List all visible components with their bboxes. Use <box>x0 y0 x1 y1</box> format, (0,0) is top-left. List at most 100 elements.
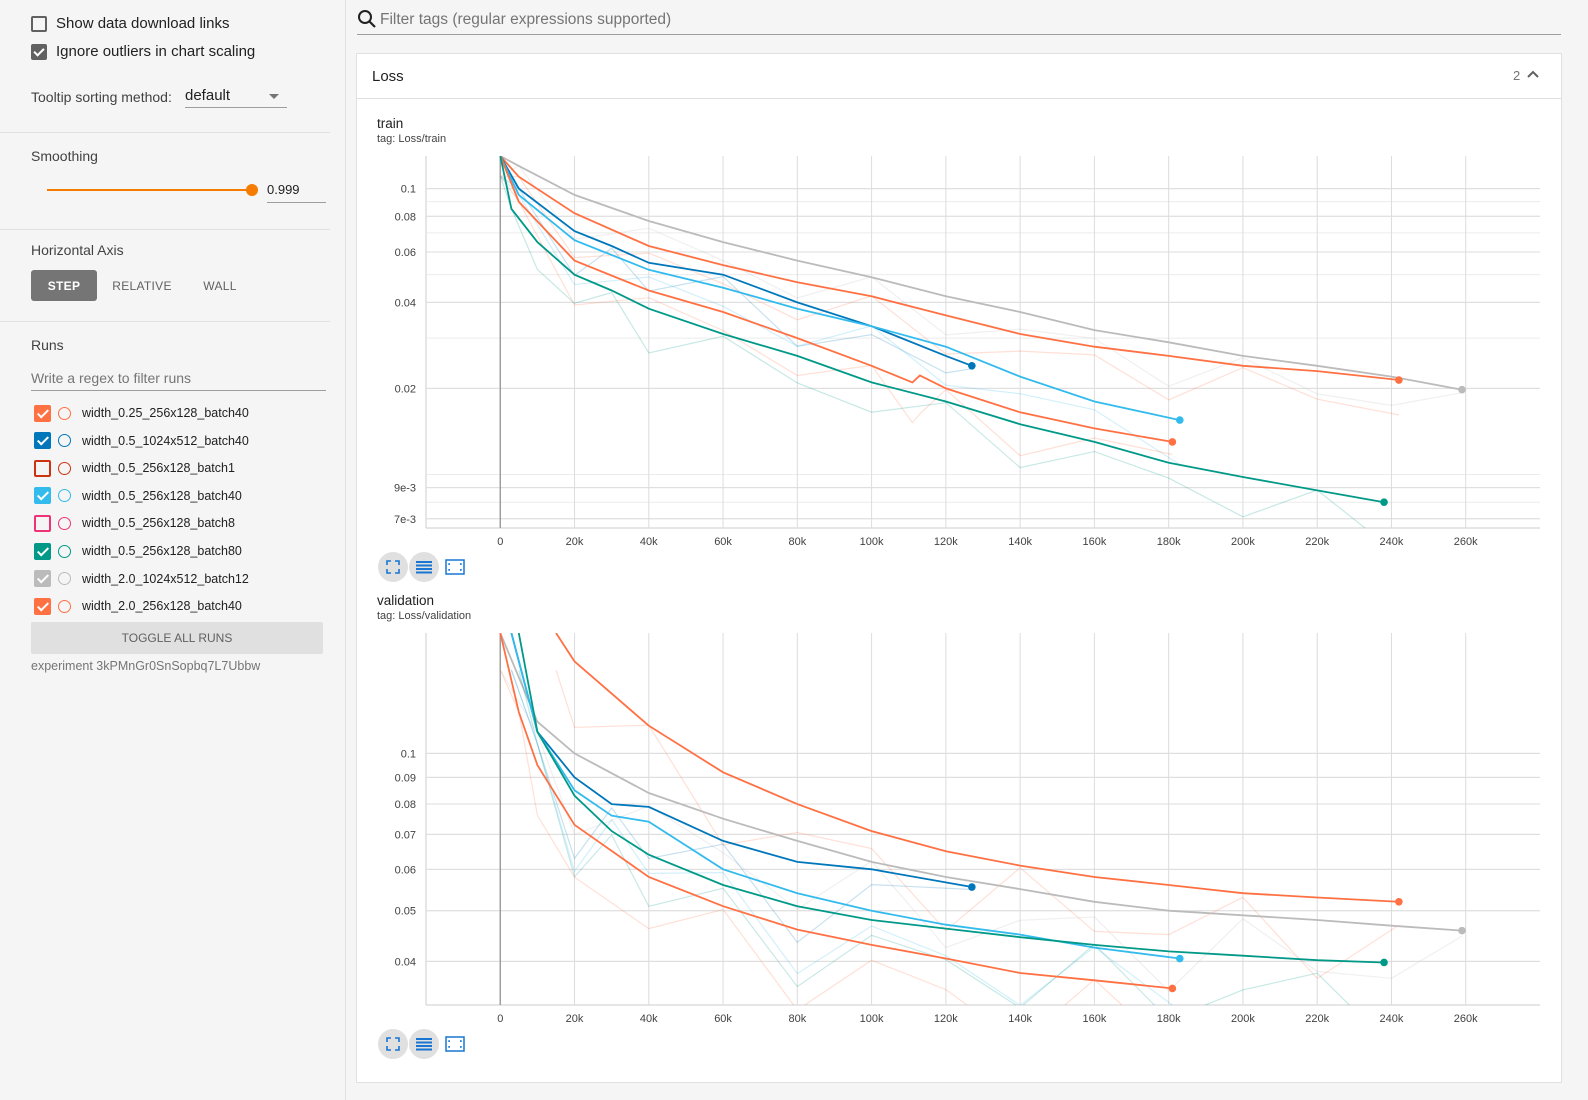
run-name: width_0.5_1024x512_batch40 <box>82 434 249 448</box>
series-line <box>500 156 1172 442</box>
checkbox-checked-icon[interactable] <box>34 570 51 587</box>
chart-tag: tag: Loss/validation <box>377 610 471 622</box>
x-tick-label: 240k <box>1380 536 1404 548</box>
run-item[interactable]: width_0.5_256x128_batch1 <box>34 458 235 478</box>
run-item[interactable]: width_0.5_256x128_batch8 <box>34 513 235 533</box>
checkbox-checked-icon[interactable] <box>34 405 51 422</box>
toggle-all-runs-button[interactable]: TOGGLE ALL RUNS <box>31 622 323 654</box>
tooltip-sorting-select[interactable]: default <box>185 83 287 108</box>
toggle-log-scale-button[interactable] <box>409 552 439 582</box>
chart-tag: tag: Loss/train <box>377 133 446 145</box>
run-item[interactable]: width_0.25_256x128_batch40 <box>34 403 249 423</box>
y-tick-label: 0.06 <box>395 864 416 876</box>
color-picker-circle-icon[interactable] <box>58 434 71 447</box>
y-tick-label: 0.08 <box>395 211 416 223</box>
y-tick-label: 7e-3 <box>394 514 416 526</box>
color-picker-circle-icon[interactable] <box>58 407 71 420</box>
series-endpoint <box>1176 955 1184 963</box>
series-line <box>500 633 1462 931</box>
run-name: width_2.0_1024x512_batch12 <box>82 572 249 586</box>
expand-icon <box>385 1036 401 1052</box>
x-tick-label: 140k <box>1008 536 1032 548</box>
run-item[interactable]: width_2.0_1024x512_batch12 <box>34 569 249 589</box>
checkbox-checked-icon[interactable] <box>34 432 51 449</box>
card-header[interactable]: Loss 2 <box>357 54 1561 99</box>
fullscreen-button[interactable] <box>378 1029 408 1059</box>
checkbox-checked-icon[interactable] <box>34 487 51 504</box>
chevron-up-icon[interactable] <box>1525 66 1541 82</box>
x-tick-label: 120k <box>934 536 958 548</box>
checkbox-icon[interactable] <box>34 515 51 532</box>
series-endpoint <box>1458 927 1466 935</box>
series-line <box>511 633 972 887</box>
color-picker-circle-icon[interactable] <box>58 489 71 502</box>
run-name: width_0.5_256x128_batch8 <box>82 516 235 530</box>
series-line <box>500 156 1384 502</box>
x-tick-label: 100k <box>860 536 884 548</box>
y-tick-label: 0.08 <box>395 799 416 811</box>
fit-to-data-icon <box>445 1036 465 1052</box>
series-line <box>500 156 1180 420</box>
tooltip-sorting-label: Tooltip sorting method: <box>31 89 172 105</box>
train-loss-chart[interactable]: 0.1 0.08 0.06 0.04 0.02 9e-3 7e-3 0 20k 40k 60k 80k… <box>370 150 1550 555</box>
checkbox-icon[interactable] <box>31 16 47 32</box>
checkbox-checked-icon[interactable] <box>31 44 47 60</box>
x-tick-label: 260k <box>1454 536 1478 548</box>
series-endpoint <box>1395 898 1403 906</box>
y-tick-label: 0.1 <box>401 184 416 196</box>
validation-loss-chart[interactable]: 0.1 0.09 0.08 0.07 0.06 0.05 0.04 0 20k 40k 60k 80k… <box>370 627 1550 1032</box>
color-picker-circle-icon[interactable] <box>58 462 71 475</box>
x-tick-label: 160k <box>1082 536 1106 548</box>
checkbox-icon[interactable] <box>34 460 51 477</box>
checkbox-checked-icon[interactable] <box>34 598 51 615</box>
smoothing-slider-thumb[interactable] <box>246 184 258 196</box>
tag-filter-placeholder: Filter tags (regular expressions support… <box>380 11 671 29</box>
x-tick-label: 220k <box>1305 1013 1329 1025</box>
x-tick-label: 140k <box>1008 1013 1032 1025</box>
axis-wall-button[interactable]: WALL <box>190 270 250 301</box>
axis-step-button[interactable]: STEP <box>31 270 97 301</box>
color-picker-circle-icon[interactable] <box>58 517 71 530</box>
toggle-log-scale-button[interactable] <box>409 1029 439 1059</box>
x-tick-label: 160k <box>1082 1013 1106 1025</box>
run-item[interactable]: width_2.0_256x128_batch40 <box>34 596 242 616</box>
series-endpoint <box>1395 376 1403 384</box>
series-line <box>556 633 1399 902</box>
run-name: width_0.5_256x128_batch1 <box>82 461 235 475</box>
x-tick-label: 40k <box>640 536 658 548</box>
y-tick-label: 9e-3 <box>394 483 416 495</box>
checkbox-checked-icon[interactable] <box>34 543 51 560</box>
show-download-links-checkbox[interactable]: Show data download links <box>31 15 229 32</box>
series-endpoint <box>1458 386 1466 394</box>
raw-series-line <box>511 670 972 942</box>
series-line <box>500 156 1399 380</box>
smoothing-slider-track[interactable] <box>47 189 252 191</box>
run-filter-input[interactable]: Write a regex to filter runs <box>31 366 326 391</box>
series-endpoint <box>1169 438 1177 446</box>
fit-domain-button[interactable] <box>440 552 470 582</box>
series-line <box>511 633 1179 959</box>
x-tick-label: 200k <box>1231 1013 1255 1025</box>
color-picker-circle-icon[interactable] <box>58 600 71 613</box>
tag-filter-input[interactable]: Filter tags (regular expressions support… <box>357 6 1561 35</box>
run-item[interactable]: width_0.5_256x128_batch80 <box>34 541 242 561</box>
y-tick-label: 0.05 <box>395 906 416 918</box>
y-tick-label: 0.04 <box>395 956 416 968</box>
x-tick-label: 60k <box>714 536 732 548</box>
run-item[interactable]: width_0.5_256x128_batch40 <box>34 486 242 506</box>
tooltip-sorting-value: default <box>185 87 230 104</box>
raw-series-line <box>500 670 1462 991</box>
ignore-outliers-label: Ignore outliers in chart scaling <box>56 43 255 60</box>
x-tick-label: 240k <box>1380 1013 1404 1025</box>
plot-area <box>500 633 1462 1032</box>
color-picker-circle-icon[interactable] <box>58 572 71 585</box>
fullscreen-button[interactable] <box>378 552 408 582</box>
run-item[interactable]: width_0.5_1024x512_batch40 <box>34 431 249 451</box>
x-tick-label: 80k <box>788 1013 806 1025</box>
fit-domain-button[interactable] <box>440 1029 470 1059</box>
series-line <box>500 633 1172 988</box>
axis-relative-button[interactable]: RELATIVE <box>105 270 179 301</box>
ignore-outliers-checkbox[interactable]: Ignore outliers in chart scaling <box>31 43 255 60</box>
color-picker-circle-icon[interactable] <box>58 545 71 558</box>
smoothing-input[interactable]: 0.999 <box>267 177 326 203</box>
